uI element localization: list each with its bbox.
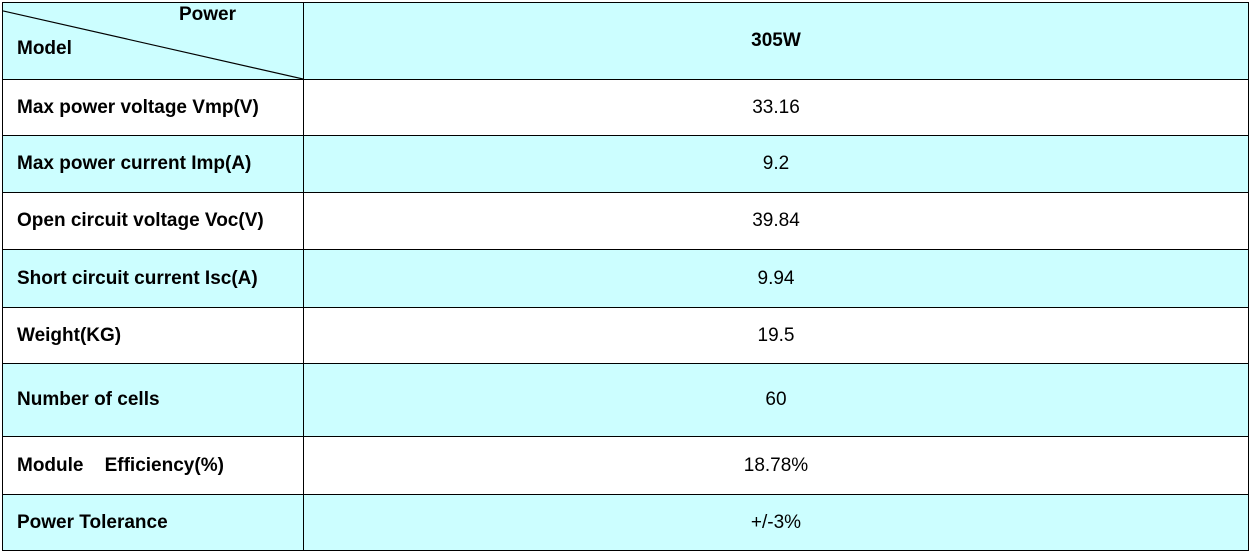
row-value: 9.94 — [303, 249, 1249, 308]
table-row: Power Tolerance +/-3% — [2, 494, 1249, 551]
table-row: Module Efficiency(%) 18.78% — [2, 436, 1249, 495]
table-row: Short circuit current Isc(A) 9.94 — [2, 249, 1249, 308]
header-model-value: 305W — [303, 2, 1249, 80]
table-row: Max power current Imp(A) 9.2 — [2, 135, 1249, 193]
row-label: Short circuit current Isc(A) — [2, 249, 304, 308]
row-label: Max power current Imp(A) — [2, 135, 304, 193]
header-row: Power Model 305W — [2, 2, 1249, 80]
row-value: 60 — [303, 363, 1249, 437]
table-row: Max power voltage Vmp(V) 33.16 — [2, 79, 1249, 136]
table-row: Open circuit voltage Voc(V) 39.84 — [2, 192, 1249, 250]
row-value: 18.78% — [303, 436, 1249, 495]
header-power-label: Power — [179, 4, 237, 25]
table-row: Weight(KG) 19.5 — [2, 307, 1249, 364]
header-corner-cell: Power Model — [2, 2, 304, 80]
row-value: 33.16 — [303, 79, 1249, 136]
row-value: 9.2 — [303, 135, 1249, 193]
diagonal-divider-line — [3, 10, 303, 79]
table-row: Number of cells 60 — [2, 363, 1249, 437]
row-value: 19.5 — [303, 307, 1249, 364]
header-model-label: Model — [17, 38, 72, 59]
row-label: Max power voltage Vmp(V) — [2, 79, 304, 136]
row-value: 39.84 — [303, 192, 1249, 250]
row-label: Number of cells — [2, 363, 304, 437]
row-value: +/-3% — [303, 494, 1249, 551]
row-label: Module Efficiency(%) — [2, 436, 304, 495]
row-label: Weight(KG) — [2, 307, 304, 364]
row-label: Power Tolerance — [2, 494, 304, 551]
row-label: Open circuit voltage Voc(V) — [2, 192, 304, 250]
